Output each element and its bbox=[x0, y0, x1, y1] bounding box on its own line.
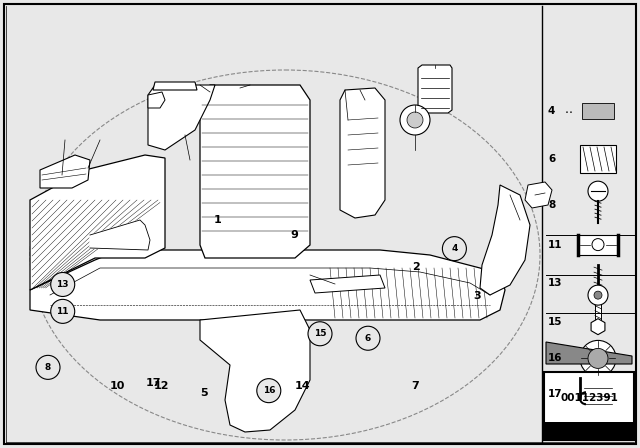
Text: 00112391: 00112391 bbox=[560, 393, 618, 403]
Text: 15: 15 bbox=[548, 317, 563, 327]
Text: 2: 2 bbox=[412, 262, 420, 271]
Polygon shape bbox=[591, 319, 605, 335]
Text: 7: 7 bbox=[411, 381, 419, 391]
FancyBboxPatch shape bbox=[578, 235, 618, 254]
Circle shape bbox=[400, 105, 430, 135]
Text: 10: 10 bbox=[109, 381, 125, 391]
Polygon shape bbox=[546, 342, 632, 364]
Text: 8: 8 bbox=[548, 200, 556, 210]
Text: 9: 9 bbox=[291, 230, 298, 240]
Polygon shape bbox=[310, 275, 385, 293]
FancyBboxPatch shape bbox=[580, 145, 616, 173]
Polygon shape bbox=[480, 185, 530, 295]
Polygon shape bbox=[200, 85, 310, 258]
Circle shape bbox=[588, 349, 608, 368]
Text: 11: 11 bbox=[548, 240, 563, 250]
Text: 8: 8 bbox=[45, 363, 51, 372]
Text: 16: 16 bbox=[262, 386, 275, 395]
Polygon shape bbox=[148, 92, 165, 108]
Text: 6: 6 bbox=[365, 334, 371, 343]
Text: 13: 13 bbox=[56, 280, 69, 289]
Text: 4: 4 bbox=[548, 106, 556, 116]
Polygon shape bbox=[30, 250, 505, 320]
Circle shape bbox=[580, 340, 616, 376]
Text: 1: 1 bbox=[214, 215, 221, 224]
FancyBboxPatch shape bbox=[578, 376, 618, 412]
Text: 12: 12 bbox=[154, 381, 169, 391]
Text: 17: 17 bbox=[548, 389, 563, 399]
Polygon shape bbox=[525, 182, 552, 208]
Circle shape bbox=[36, 355, 60, 379]
Polygon shape bbox=[153, 82, 197, 90]
Polygon shape bbox=[418, 65, 452, 113]
Circle shape bbox=[356, 326, 380, 350]
Circle shape bbox=[51, 299, 75, 323]
Circle shape bbox=[588, 181, 608, 201]
Circle shape bbox=[588, 285, 608, 305]
Bar bbox=[544, 422, 634, 440]
Circle shape bbox=[51, 272, 75, 297]
Circle shape bbox=[594, 291, 602, 299]
Polygon shape bbox=[200, 310, 310, 432]
Text: 11: 11 bbox=[56, 307, 69, 316]
Circle shape bbox=[407, 112, 423, 128]
Circle shape bbox=[308, 322, 332, 346]
Polygon shape bbox=[30, 155, 165, 290]
Polygon shape bbox=[148, 85, 215, 150]
Polygon shape bbox=[40, 155, 90, 188]
Text: 4: 4 bbox=[451, 244, 458, 253]
Text: $\cdot\!\cdot$: $\cdot\!\cdot$ bbox=[564, 104, 573, 118]
Text: 13: 13 bbox=[548, 278, 563, 288]
Text: 16: 16 bbox=[548, 353, 563, 363]
FancyBboxPatch shape bbox=[582, 103, 614, 119]
Polygon shape bbox=[90, 220, 150, 250]
Bar bbox=[544, 372, 634, 440]
Text: 17: 17 bbox=[145, 378, 161, 388]
Text: 6: 6 bbox=[548, 154, 556, 164]
Polygon shape bbox=[340, 88, 385, 218]
Text: 14: 14 bbox=[294, 381, 310, 391]
Text: 3: 3 bbox=[473, 291, 481, 301]
Circle shape bbox=[442, 237, 467, 261]
Circle shape bbox=[257, 379, 281, 403]
Text: 5: 5 bbox=[200, 388, 207, 398]
Text: 15: 15 bbox=[314, 329, 326, 338]
